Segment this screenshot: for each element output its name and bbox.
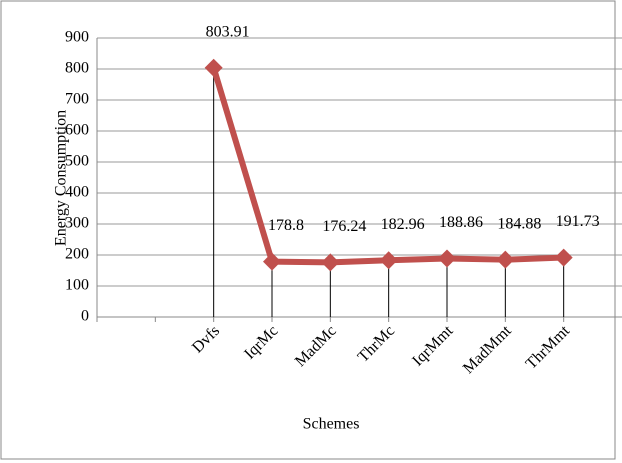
x-axis-title: Schemes — [303, 416, 360, 433]
marker — [554, 248, 573, 267]
y-axis-title: Energy Consumption — [53, 110, 70, 246]
y-tick-label: 100 — [65, 277, 89, 294]
marker — [496, 250, 515, 269]
data-label: 182.96 — [381, 216, 425, 233]
data-label: 803.91 — [206, 23, 250, 40]
data-label: 188.86 — [439, 214, 483, 231]
y-tick-label: 0 — [81, 308, 89, 325]
marker — [379, 251, 398, 270]
y-tick-label: 500 — [65, 153, 89, 170]
y-tick-label: 400 — [65, 184, 89, 201]
y-tick-label: 200 — [65, 246, 89, 263]
marker — [438, 249, 456, 268]
marker — [321, 253, 340, 272]
data-label: 178.8 — [268, 217, 304, 234]
y-tick-label: 800 — [65, 60, 89, 77]
marker — [263, 252, 281, 271]
y-tick-label: 600 — [65, 122, 89, 139]
y-tick-label: 700 — [65, 91, 89, 108]
y-tick-label: 300 — [65, 215, 89, 232]
data-label: 184.88 — [497, 215, 541, 232]
data-label: 176.24 — [322, 218, 366, 235]
data-label: 191.73 — [556, 213, 600, 230]
marker — [204, 58, 223, 77]
y-tick-label: 900 — [65, 29, 89, 46]
